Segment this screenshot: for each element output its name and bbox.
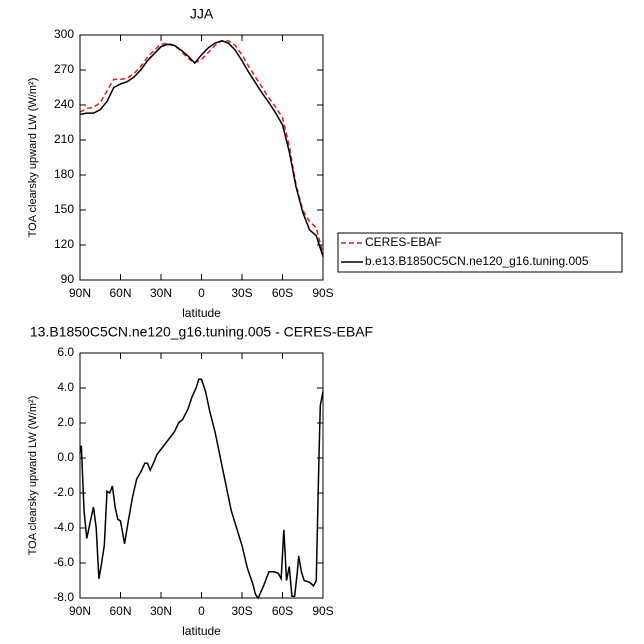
x-tick-label: 90N (69, 604, 91, 618)
y-tick-label: 2.0 (57, 415, 74, 429)
x-tick-label: 60S (272, 286, 293, 300)
x-tick-label: 60S (272, 604, 293, 618)
x-tick-label: 0 (198, 286, 205, 300)
y-tick-label: -8.0 (53, 590, 74, 604)
x-tick-label: 30S (231, 286, 252, 300)
chart-title: 13.B1850C5CN.ne120_g16.tuning.005 - CERE… (30, 324, 373, 340)
line-series (79, 40, 324, 255)
x-tick-label: 60N (109, 286, 131, 300)
x-tick-label: 90S (312, 286, 333, 300)
legend-box (337, 232, 623, 273)
y-tick-label: 90 (61, 272, 75, 286)
y-tick-label: 0.0 (57, 450, 74, 464)
y-tick-label: -2.0 (53, 485, 74, 499)
y-tick-label: -4.0 (53, 520, 74, 534)
plot-frame (79, 34, 324, 281)
y-tick-label: 300 (54, 27, 74, 41)
plot-frame (79, 352, 324, 599)
x-tick-label: 30S (231, 604, 252, 618)
y-tick-label: 210 (54, 132, 74, 146)
x-tick-label: 60N (109, 604, 131, 618)
y-axis-label: TOA clearsky upward LW (W/m²) (27, 396, 39, 556)
y-tick-label: 240 (54, 97, 74, 111)
line-series (79, 378, 324, 600)
x-axis-label: latitude (182, 624, 221, 638)
x-tick-label: 30N (150, 604, 172, 618)
line-series (79, 40, 324, 257)
y-tick-label: 180 (54, 167, 74, 181)
x-tick-label: 90N (69, 286, 91, 300)
y-tick-label: 4.0 (57, 380, 74, 394)
y-tick-label: -6.0 (53, 555, 74, 569)
y-tick-label: 270 (54, 62, 74, 76)
legend-label: b.e13.B1850C5CN.ne120_g16.tuning.005 (365, 254, 589, 268)
x-tick-label: 30N (150, 286, 172, 300)
x-tick-label: 90S (312, 604, 333, 618)
x-tick-label: 0 (198, 604, 205, 618)
y-tick-label: 6.0 (57, 345, 74, 359)
y-tick-label: 120 (54, 237, 74, 251)
y-tick-label: 150 (54, 202, 74, 216)
x-axis-label: latitude (182, 306, 221, 320)
chart-title: JJA (190, 6, 214, 22)
y-axis-label: TOA clearsky upward LW (W/m²) (27, 78, 39, 238)
legend-label: CERES-EBAF (365, 235, 442, 249)
